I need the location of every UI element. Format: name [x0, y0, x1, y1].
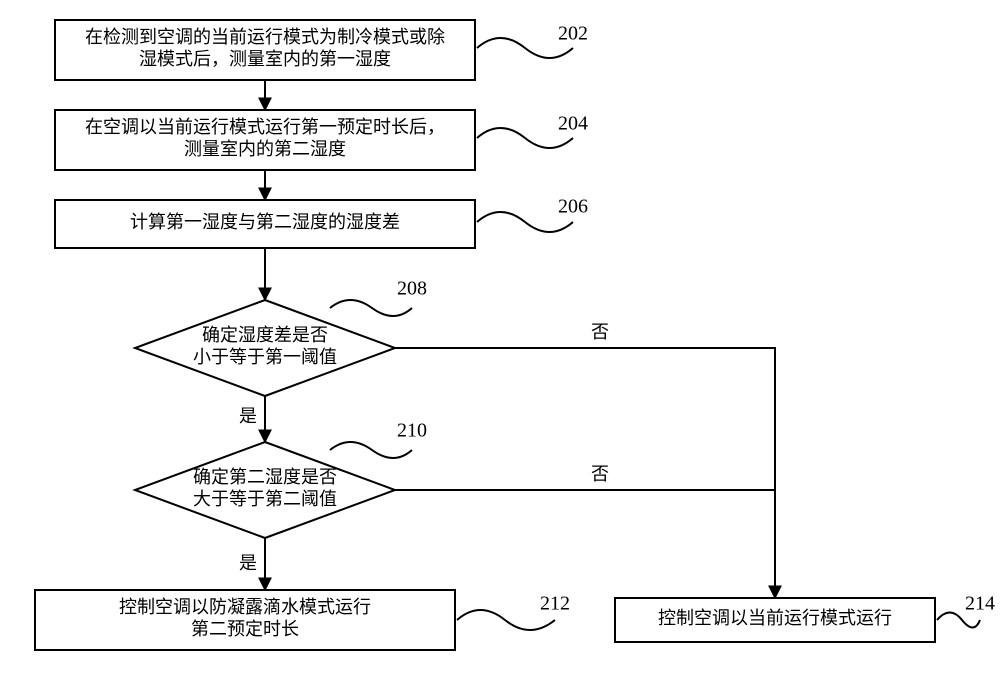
node-n204: 在空调以当前运行模式运行第一预定时长后，测量室内的第二湿度 204 [55, 110, 588, 170]
edge-label: 否 [591, 322, 609, 342]
svg-text:控制空调以当前运行模式运行: 控制空调以当前运行模式运行 [658, 608, 892, 628]
ref-label: 210 [397, 420, 427, 442]
svg-text:确定湿度差是否: 确定湿度差是否 [202, 325, 328, 345]
ref-label: 214 [965, 593, 995, 615]
ref-label: 204 [558, 113, 588, 135]
ref-leader [937, 613, 980, 628]
ref-label: 206 [558, 196, 588, 218]
svg-text:测量室内的第二湿度: 测量室内的第二湿度 [184, 139, 346, 159]
nodes-layer: 在检测到空调的当前运行模式为制冷模式或除湿模式后，测量室内的第一湿度 202 在空调… [35, 20, 995, 650]
edge-label: 是 [239, 406, 257, 426]
ref-leader [330, 442, 412, 458]
node-n212: 控制空调以防凝露滴水模式运行第二预定时长 212 [35, 590, 570, 650]
edge-label: 是 [239, 553, 257, 573]
svg-text:大于等于第二阈值: 大于等于第二阈值 [193, 489, 337, 509]
node-n210: 确定第二湿度是否大于等于第二阈值 210 [135, 420, 427, 538]
svg-text:在空调以当前运行模式运行第一预定时长后，: 在空调以当前运行模式运行第一预定时长后， [85, 117, 445, 137]
node-n202: 在检测到空调的当前运行模式为制冷模式或除湿模式后，测量室内的第一湿度 202 [55, 20, 588, 80]
edge [395, 348, 775, 598]
ref-label: 212 [540, 593, 570, 615]
ref-label: 202 [558, 23, 588, 45]
svg-text:计算第一湿度与第二湿度的湿度差: 计算第一湿度与第二湿度的湿度差 [130, 212, 400, 232]
edge-label: 否 [591, 464, 609, 484]
ref-leader [330, 300, 412, 316]
svg-text:确定第二湿度是否: 确定第二湿度是否 [193, 467, 337, 487]
svg-text:控制空调以防凝露滴水模式运行: 控制空调以防凝露滴水模式运行 [119, 597, 371, 617]
svg-text:湿模式后，测量室内的第一湿度: 湿模式后，测量室内的第一湿度 [139, 49, 391, 69]
node-n208: 确定湿度差是否小于等于第一阈值 208 [135, 278, 427, 396]
node-n214: 控制空调以当前运行模式运行 214 [615, 593, 995, 642]
ref-label: 208 [397, 278, 427, 300]
svg-text:小于等于第一阈值: 小于等于第一阈值 [193, 347, 337, 367]
svg-text:在检测到空调的当前运行模式为制冷模式或除: 在检测到空调的当前运行模式为制冷模式或除 [85, 27, 445, 47]
svg-text:第二预定时长: 第二预定时长 [191, 619, 299, 639]
node-n206: 计算第一湿度与第二湿度的湿度差 206 [55, 196, 588, 248]
